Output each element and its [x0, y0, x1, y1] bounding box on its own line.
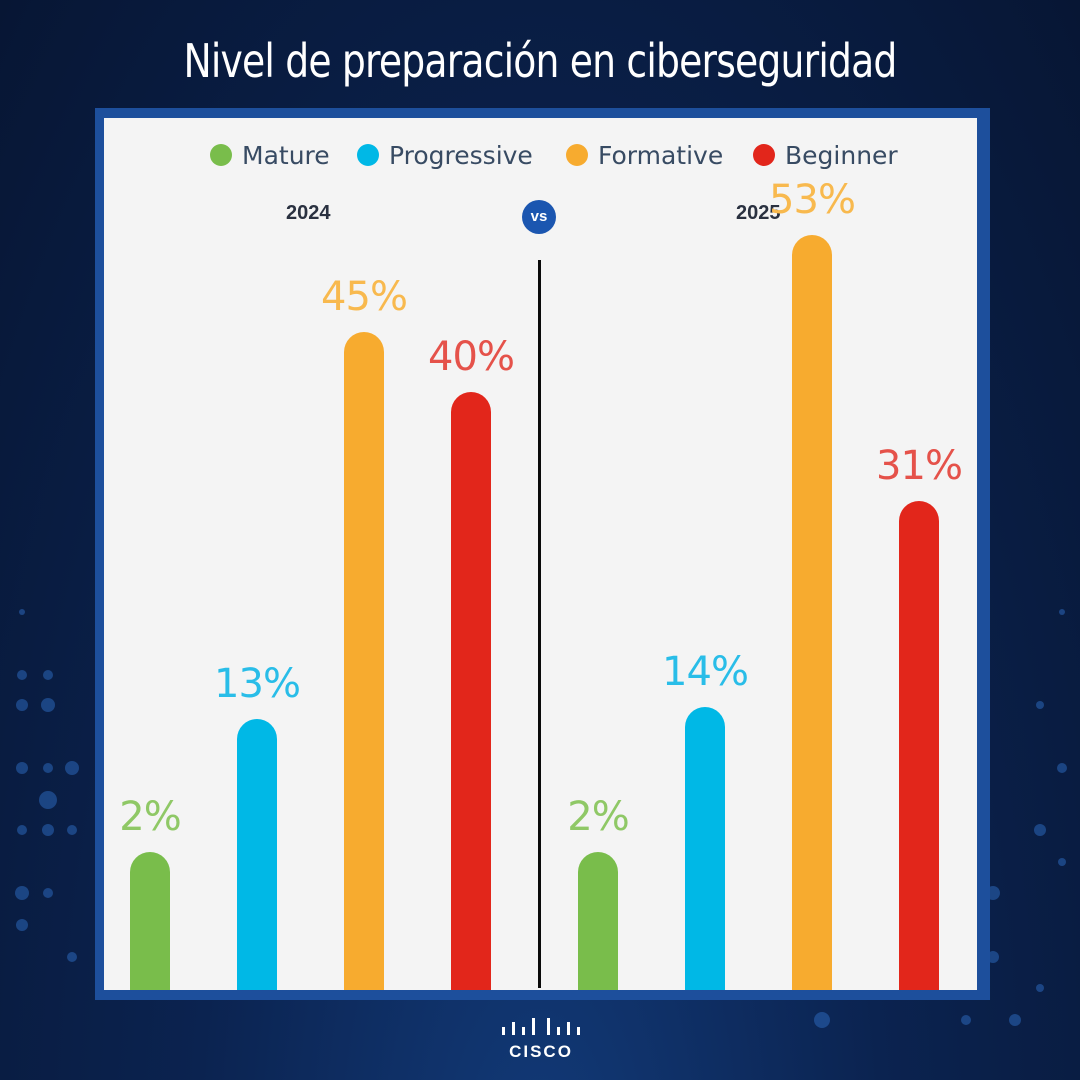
data-label-2025-progressive: 14%: [662, 648, 749, 695]
legend-dot-mature: [210, 144, 232, 166]
legend-dot-formative: [566, 144, 588, 166]
cisco-logo-text: CISCO: [509, 1042, 573, 1061]
legend-label-mature: Mature: [242, 140, 330, 170]
data-label-2024-progressive: 13%: [214, 660, 301, 707]
data-label-2024-beginner: 40%: [428, 334, 515, 381]
vs-badge: vs: [522, 200, 556, 234]
bar-2025-mature: [578, 852, 618, 990]
data-label-2025-mature: 2%: [567, 794, 629, 840]
bar-2024-mature: [130, 852, 170, 990]
bar-2024-formative: [344, 331, 384, 990]
data-label-2024-formative: 45%: [321, 273, 408, 320]
bar-2024-beginner: [451, 392, 491, 990]
cisco-bars-icon: [502, 1018, 580, 1035]
legend-label-progressive: Progressive: [389, 140, 533, 170]
legend-label-beginner: Beginner: [785, 140, 898, 170]
legend-item-beginner: Beginner: [753, 140, 898, 170]
bar-2025-formative: [792, 234, 832, 990]
legend-dot-beginner: [753, 144, 775, 166]
legend-label-formative: Formative: [598, 140, 724, 170]
legend-item-mature: Mature: [210, 140, 330, 170]
legend-item-progressive: Progressive: [357, 140, 533, 170]
bar-2024-progressive: [237, 718, 277, 990]
data-label-2025-beginner: 31%: [876, 443, 963, 490]
data-label-2025-formative: 53%: [769, 176, 856, 223]
year-label-2024: 2024: [286, 202, 331, 224]
chart-legend: Mature Progressive Formative Beginner: [0, 140, 1080, 170]
cisco-logo: CISCO: [500, 1014, 582, 1062]
data-label-2024-mature: 2%: [119, 794, 181, 840]
bar-2025-progressive: [685, 706, 725, 990]
legend-dot-progressive: [357, 144, 379, 166]
legend-item-formative: Formative: [566, 140, 723, 170]
bar-2025-beginner: [899, 501, 939, 990]
group-divider: [538, 260, 541, 988]
page-title: Nivel de preparación en ciberseguridad: [183, 34, 897, 88]
year-label-2025: 2025: [736, 202, 781, 224]
